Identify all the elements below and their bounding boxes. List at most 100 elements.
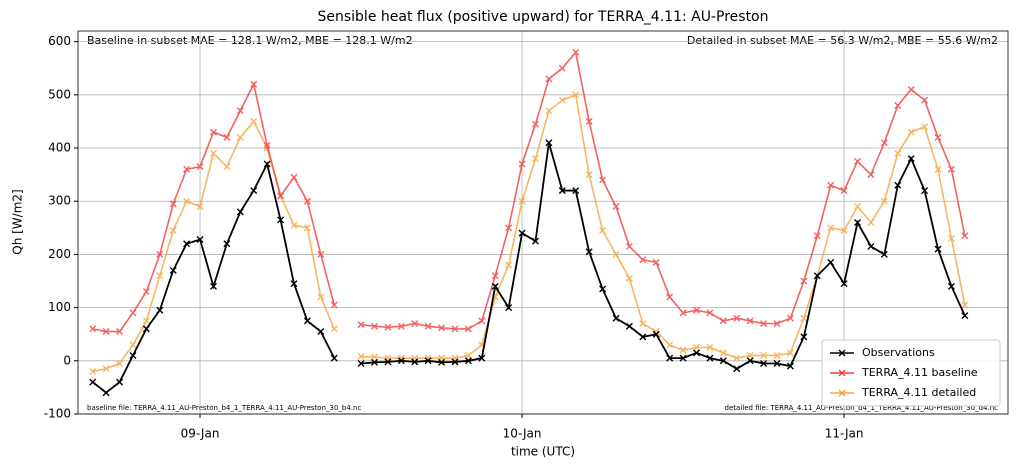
marker <box>800 333 808 341</box>
marker <box>89 367 97 375</box>
marker <box>505 304 513 312</box>
marker <box>934 133 942 141</box>
marker <box>639 320 647 328</box>
marker <box>572 48 580 56</box>
marker <box>639 256 647 264</box>
marker <box>585 171 593 179</box>
marker <box>303 317 311 325</box>
legend-label: TERRA_4.11 baseline <box>861 366 978 379</box>
marker <box>679 309 687 317</box>
marker <box>532 237 539 245</box>
y-tick-label: 600 <box>48 34 71 48</box>
marker <box>317 293 325 301</box>
marker <box>679 354 687 362</box>
marker <box>838 349 846 357</box>
y-tick-label: -100 <box>44 407 71 421</box>
marker <box>102 365 110 373</box>
marker <box>303 197 311 205</box>
marker <box>921 123 929 131</box>
annotation: detailed file: TERRA_4.11_AU-Preston_d4_… <box>725 404 999 412</box>
marker <box>558 64 566 72</box>
legend-label: Observations <box>862 346 935 359</box>
marker <box>223 133 231 141</box>
marker <box>894 149 902 157</box>
marker <box>411 320 419 328</box>
marker <box>545 139 553 147</box>
marker <box>236 133 244 141</box>
marker <box>370 358 378 366</box>
marker <box>907 155 915 163</box>
y-tick-label: 200 <box>48 247 71 261</box>
marker <box>719 357 727 365</box>
marker <box>572 91 580 99</box>
marker <box>558 187 566 195</box>
marker <box>786 362 794 370</box>
marker <box>625 322 633 330</box>
marker <box>223 240 231 248</box>
marker <box>894 181 902 189</box>
marker <box>652 328 660 336</box>
marker <box>116 328 124 336</box>
marker <box>330 325 338 333</box>
marker <box>438 358 446 366</box>
marker <box>880 250 888 258</box>
marker <box>947 165 955 173</box>
series-line <box>92 161 336 394</box>
marker <box>236 107 244 115</box>
marker <box>612 314 620 322</box>
y-tick-label: 100 <box>48 300 71 314</box>
annotation: Baseline in subset MAE = 128.1 W/m2, MBE… <box>87 34 413 47</box>
marker <box>558 96 566 104</box>
marker <box>934 245 942 253</box>
y-tick-label: 400 <box>48 141 71 155</box>
marker <box>786 314 794 322</box>
x-tick-label: 11-Jan <box>825 427 864 441</box>
marker <box>786 349 794 357</box>
marker <box>223 163 231 171</box>
marker <box>169 226 177 234</box>
marker <box>89 378 97 386</box>
marker <box>719 349 727 357</box>
marker <box>838 389 846 397</box>
marker <box>867 171 875 179</box>
marker <box>693 306 701 314</box>
marker <box>800 277 808 285</box>
marker <box>907 128 915 136</box>
marker <box>813 272 821 280</box>
marker <box>370 322 378 330</box>
y-axis-label: Qh [W/m2] <box>11 189 25 254</box>
plot-frame <box>77 30 1009 415</box>
marker <box>854 219 862 226</box>
marker <box>961 312 969 320</box>
marker <box>518 160 526 168</box>
marker <box>491 272 499 280</box>
x-tick-label: 09-Jan <box>181 427 220 441</box>
marker <box>250 80 258 88</box>
marker <box>116 359 124 367</box>
series-line <box>92 119 335 373</box>
series-line <box>361 93 966 359</box>
marker <box>679 346 687 354</box>
marker <box>532 155 539 163</box>
marker <box>129 309 137 317</box>
marker <box>424 357 432 365</box>
marker <box>183 165 191 173</box>
marker <box>478 354 486 362</box>
marker <box>156 306 164 314</box>
marker <box>505 224 513 232</box>
marker <box>250 187 258 195</box>
marker <box>867 219 875 226</box>
marker <box>800 314 808 322</box>
marker <box>599 285 607 293</box>
marker <box>102 389 110 397</box>
marker <box>813 232 821 240</box>
marker <box>196 236 204 244</box>
annotation: baseline file: TERRA_4.11_AU-Preston_b4_… <box>87 404 361 412</box>
marker <box>317 328 325 336</box>
marker <box>263 160 271 168</box>
marker <box>142 317 150 325</box>
marker <box>236 208 244 216</box>
marker <box>854 157 862 165</box>
marker <box>156 250 164 258</box>
legend-frame <box>821 339 1001 407</box>
